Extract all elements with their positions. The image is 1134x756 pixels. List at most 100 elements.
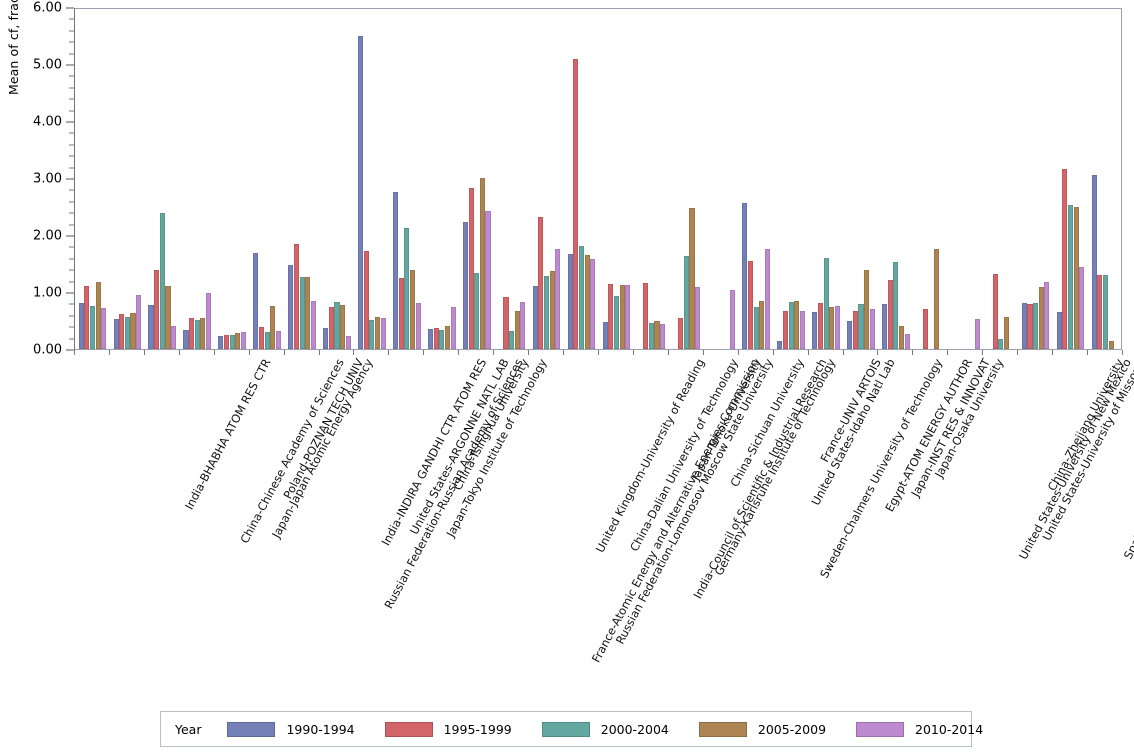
bar[interactable] bbox=[450, 307, 456, 349]
bar[interactable] bbox=[358, 35, 364, 349]
bar[interactable] bbox=[747, 260, 754, 349]
bar[interactable] bbox=[235, 333, 241, 349]
bar[interactable] bbox=[200, 317, 206, 349]
bar[interactable] bbox=[229, 335, 235, 349]
bar[interactable] bbox=[409, 269, 416, 349]
bar[interactable] bbox=[847, 320, 853, 349]
bar[interactable] bbox=[444, 326, 450, 349]
bar[interactable] bbox=[398, 277, 404, 349]
bar[interactable] bbox=[1097, 274, 1103, 349]
bar[interactable] bbox=[84, 286, 90, 349]
bar[interactable] bbox=[218, 336, 224, 349]
bar[interactable] bbox=[899, 325, 905, 349]
bar[interactable] bbox=[823, 257, 829, 349]
bar[interactable] bbox=[375, 316, 381, 349]
bar[interactable] bbox=[485, 210, 491, 349]
bar[interactable] bbox=[764, 249, 771, 349]
bar[interactable] bbox=[678, 318, 684, 349]
bar[interactable] bbox=[393, 192, 399, 349]
bar[interactable] bbox=[299, 277, 305, 349]
bar[interactable] bbox=[974, 318, 980, 349]
bar[interactable] bbox=[514, 311, 520, 349]
legend-item[interactable]: 2010-2014 bbox=[856, 721, 983, 737]
bar[interactable] bbox=[922, 308, 928, 349]
bar[interactable] bbox=[608, 284, 614, 349]
bar[interactable] bbox=[1033, 303, 1039, 349]
bar[interactable] bbox=[602, 322, 608, 349]
bar[interactable] bbox=[1079, 266, 1085, 349]
bar[interactable] bbox=[777, 341, 783, 349]
bar[interactable] bbox=[730, 290, 736, 349]
bar[interactable] bbox=[683, 255, 689, 349]
bar[interactable] bbox=[613, 296, 619, 349]
bar[interactable] bbox=[753, 306, 759, 349]
bar[interactable] bbox=[240, 332, 247, 349]
bar[interactable] bbox=[882, 303, 888, 349]
bar[interactable] bbox=[206, 292, 212, 349]
bar[interactable] bbox=[89, 306, 95, 349]
bar[interactable] bbox=[124, 316, 130, 349]
bar[interactable] bbox=[479, 178, 485, 349]
bar[interactable] bbox=[555, 249, 561, 349]
bar[interactable] bbox=[573, 59, 579, 349]
bar[interactable] bbox=[101, 307, 107, 349]
bar[interactable] bbox=[130, 313, 136, 349]
bar[interactable] bbox=[503, 296, 509, 349]
bar[interactable] bbox=[759, 301, 765, 349]
bar[interactable] bbox=[852, 310, 858, 349]
bar[interactable] bbox=[433, 327, 439, 349]
bar[interactable] bbox=[305, 277, 311, 349]
bar[interactable] bbox=[293, 243, 299, 349]
bar[interactable] bbox=[538, 217, 544, 349]
bar[interactable] bbox=[578, 246, 585, 349]
bar[interactable] bbox=[904, 334, 910, 349]
bar[interactable] bbox=[799, 311, 805, 349]
bar[interactable] bbox=[474, 273, 480, 349]
bar[interactable] bbox=[258, 327, 265, 349]
bar[interactable] bbox=[369, 319, 375, 349]
bar[interactable] bbox=[1073, 206, 1079, 349]
bar[interactable] bbox=[864, 269, 870, 349]
bar[interactable] bbox=[1062, 168, 1068, 349]
bar[interactable] bbox=[1044, 281, 1050, 349]
legend-item[interactable]: 1995-1999 bbox=[384, 721, 512, 737]
bar[interactable] bbox=[742, 202, 748, 349]
bar[interactable] bbox=[648, 322, 654, 349]
bar[interactable] bbox=[1038, 287, 1044, 349]
bar[interactable] bbox=[1003, 317, 1009, 349]
bar[interactable] bbox=[363, 250, 369, 349]
bar[interactable] bbox=[415, 302, 421, 349]
bar[interactable] bbox=[119, 313, 125, 349]
bar[interactable] bbox=[154, 270, 160, 349]
bar[interactable] bbox=[532, 285, 538, 349]
bar[interactable] bbox=[794, 300, 800, 349]
bar[interactable] bbox=[223, 334, 230, 349]
bar[interactable] bbox=[159, 213, 165, 349]
bar[interactable] bbox=[404, 228, 410, 349]
bar[interactable] bbox=[264, 332, 270, 349]
bar[interactable] bbox=[660, 323, 666, 349]
bar[interactable] bbox=[869, 309, 875, 349]
bar[interactable] bbox=[334, 302, 340, 349]
bar[interactable] bbox=[834, 305, 840, 349]
bar[interactable] bbox=[643, 282, 649, 349]
bar[interactable] bbox=[171, 326, 177, 349]
bar[interactable] bbox=[998, 338, 1004, 349]
bar[interactable] bbox=[468, 187, 474, 349]
bar[interactable] bbox=[439, 330, 445, 349]
bar[interactable] bbox=[1056, 311, 1062, 349]
bar[interactable] bbox=[590, 258, 596, 349]
bar[interactable] bbox=[113, 319, 119, 349]
bar[interactable] bbox=[1021, 303, 1027, 349]
bar[interactable] bbox=[782, 311, 789, 349]
legend-item[interactable]: 2000-2004 bbox=[541, 721, 669, 737]
bar[interactable] bbox=[270, 306, 276, 349]
bar[interactable] bbox=[520, 302, 526, 349]
bar[interactable] bbox=[829, 306, 835, 349]
bar[interactable] bbox=[619, 285, 625, 349]
legend-item[interactable]: 1990-1994 bbox=[227, 721, 355, 737]
bar[interactable] bbox=[1108, 341, 1114, 349]
bar[interactable] bbox=[549, 270, 555, 349]
bar[interactable] bbox=[887, 280, 893, 349]
bar[interactable] bbox=[323, 327, 329, 349]
